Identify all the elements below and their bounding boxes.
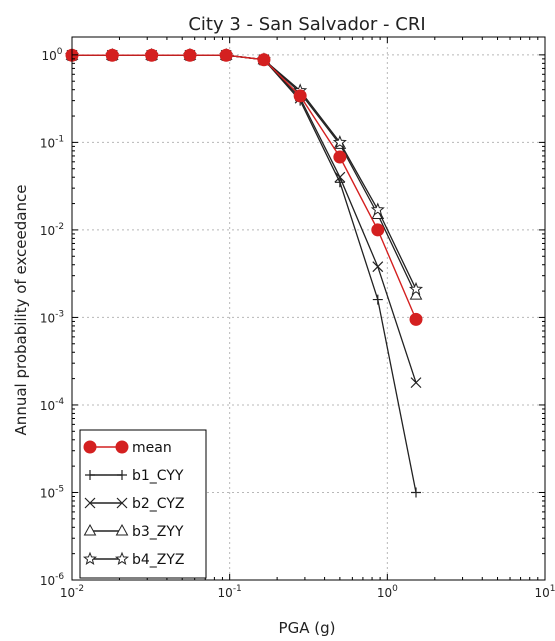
legend-marker (115, 523, 129, 536)
legend-label: b2_CYZ (132, 496, 184, 512)
data-point-mean (257, 53, 271, 67)
y-axis-title: Annual probability of exceedance (12, 185, 30, 436)
marker-star (370, 202, 385, 216)
grid (72, 37, 545, 580)
legend-entry-b3-zyy: b3_ZYY (83, 523, 184, 540)
y-tick-label: 10-3 (40, 309, 64, 325)
y-tick-label: 10-2 (40, 222, 64, 238)
legend-label: mean (132, 440, 172, 456)
marker-circle (183, 48, 197, 62)
legend-marker (82, 551, 98, 565)
legend-marker (115, 440, 129, 454)
marker-x (334, 171, 346, 183)
marker-x (84, 497, 96, 509)
legend-entry-b1-cyy: b1_CYY (85, 468, 184, 484)
marker-star (408, 281, 424, 296)
data-point-b4-zyz (408, 281, 424, 296)
marker-x (410, 377, 422, 389)
data-point-b4-zyz (332, 135, 347, 149)
marker-x (116, 497, 128, 509)
data-point-mean (371, 223, 385, 237)
marker-triangle (83, 523, 97, 536)
data-point-mean (219, 48, 233, 62)
legend-marker (116, 497, 128, 509)
series-layer (64, 47, 424, 498)
legend-entry-mean: mean (83, 440, 172, 456)
marker-x (372, 261, 384, 273)
marker-star (332, 135, 347, 149)
x-tick-label: 101 (534, 584, 555, 600)
data-point-mean (333, 150, 347, 164)
marker-star (82, 551, 98, 565)
legend: mean b1_CYY b2_CYZ b3_ZYY b4_ZYZ (79, 429, 207, 579)
series-line-b1-cyy (72, 54, 417, 493)
data-point-b1-cyy (334, 177, 345, 188)
data-point-mean (409, 312, 423, 326)
marker-plus (85, 470, 95, 480)
marker-plus (334, 177, 345, 188)
legend-marker (84, 497, 96, 509)
data-point-mean (145, 48, 159, 62)
series-line-b4-zyz (72, 54, 417, 290)
marker-circle (83, 440, 97, 454)
series-line-mean (72, 54, 417, 320)
data-point-b1-cyy (411, 487, 422, 498)
legend-label: b3_ZYY (132, 524, 184, 540)
marker-star (114, 551, 130, 565)
legend-marker (117, 470, 127, 480)
data-point-b4-zyz (370, 202, 385, 216)
legend-label: b4_ZYZ (132, 552, 185, 568)
marker-plus (117, 470, 127, 480)
marker-circle (409, 312, 423, 326)
chart-title: City 3 - San Salvador - CRI (188, 14, 425, 35)
plot-frame (71, 36, 546, 581)
data-point-b2-cyz (410, 377, 422, 389)
marker-circle (219, 48, 233, 62)
marker-circle (257, 53, 271, 67)
x-tick-label: 100 (377, 584, 398, 600)
series-line-b2-cyz (72, 54, 417, 383)
legend-box (79, 429, 207, 579)
marker-plus (372, 294, 383, 305)
y-tick-label: 10-5 (40, 484, 64, 500)
marker-circle (293, 89, 307, 103)
marker-circle (145, 48, 159, 62)
legend-marker (85, 470, 95, 480)
marker-circle (333, 150, 347, 164)
series-b3-zyy (65, 48, 423, 300)
data-point-mean (293, 89, 307, 103)
x-axis-title: PGA (g) (279, 619, 336, 637)
data-point-b2-cyz (334, 171, 346, 183)
legend-marker (83, 523, 97, 536)
series-mean (65, 48, 423, 326)
data-point-b2-cyz (372, 261, 384, 273)
legend-entry-b4-zyz: b4_ZYZ (82, 551, 185, 568)
legend-marker (114, 551, 130, 565)
marker-plus (411, 487, 422, 498)
data-point-mean (105, 48, 119, 62)
legend-label: b1_CYY (132, 468, 184, 484)
series-b4-zyz (64, 47, 424, 296)
data-point-b1-cyy (372, 294, 383, 305)
y-tick-label: 100 (41, 47, 62, 63)
legend-marker (83, 440, 97, 454)
data-point-mean (183, 48, 197, 62)
series-b2-cyz (66, 49, 422, 389)
marker-circle (105, 48, 119, 62)
y-tick-label: 10-4 (40, 397, 65, 413)
x-tick-label: 10-1 (218, 584, 242, 600)
marker-circle (371, 223, 385, 237)
legend-entry-b2-cyz: b2_CYZ (84, 496, 184, 512)
y-tick-label: 10-1 (40, 134, 64, 150)
marker-triangle (115, 523, 129, 536)
x-tick-label: 10-2 (60, 584, 84, 600)
marker-circle (115, 440, 129, 454)
